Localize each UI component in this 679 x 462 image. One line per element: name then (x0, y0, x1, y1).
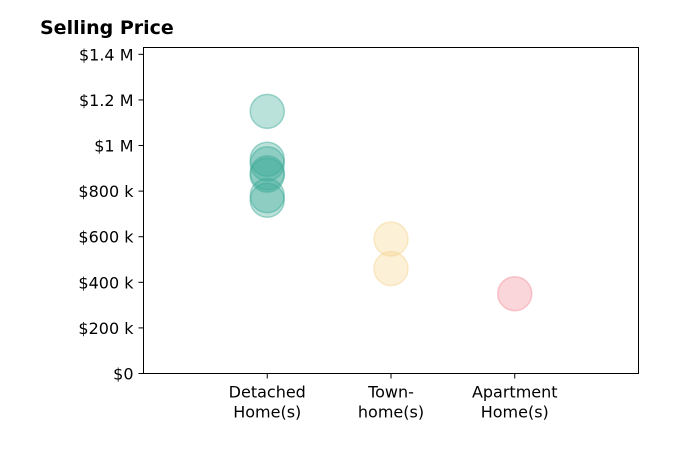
y-tick-label: $1.2 M (79, 91, 134, 110)
x-tick-label: Home(s) (233, 403, 301, 422)
data-point (249, 93, 285, 130)
y-tick-label: $0 (113, 365, 133, 384)
x-tick-label: Detached (229, 383, 306, 402)
y-tick-label: $200 k (78, 319, 134, 338)
chart-title: Selling Price (40, 17, 174, 39)
x-tick-label: Town- (367, 383, 414, 402)
y-axis: $0 $200 k $400 k $600 k $800 k $1 M $1.2 M $1.4… (78, 45, 144, 384)
plot-frame (143, 47, 639, 374)
data-point (249, 146, 285, 182)
x-tick-label: home(s) (358, 403, 424, 422)
y-tick-label: $1.4 M (79, 45, 134, 64)
y-tick-label: $600 k (78, 228, 134, 247)
y-tick-label: $1 M (94, 137, 133, 156)
y-tick-label: $800 k (78, 182, 134, 201)
data-point (497, 275, 533, 312)
data-point (373, 221, 409, 257)
data-point (249, 177, 285, 214)
y-tick-label: $400 k (78, 273, 134, 292)
data-point (249, 141, 285, 177)
data-point (249, 157, 285, 193)
x-tick-label: Home(s) (481, 403, 549, 422)
x-tick-label: Apartment (472, 383, 558, 402)
data-point (373, 250, 409, 287)
data-points (249, 93, 533, 312)
x-axis: DetachedHome(s)Town-home(s)ApartmentHome… (229, 373, 558, 422)
data-point (249, 182, 285, 218)
data-point (249, 155, 285, 191)
